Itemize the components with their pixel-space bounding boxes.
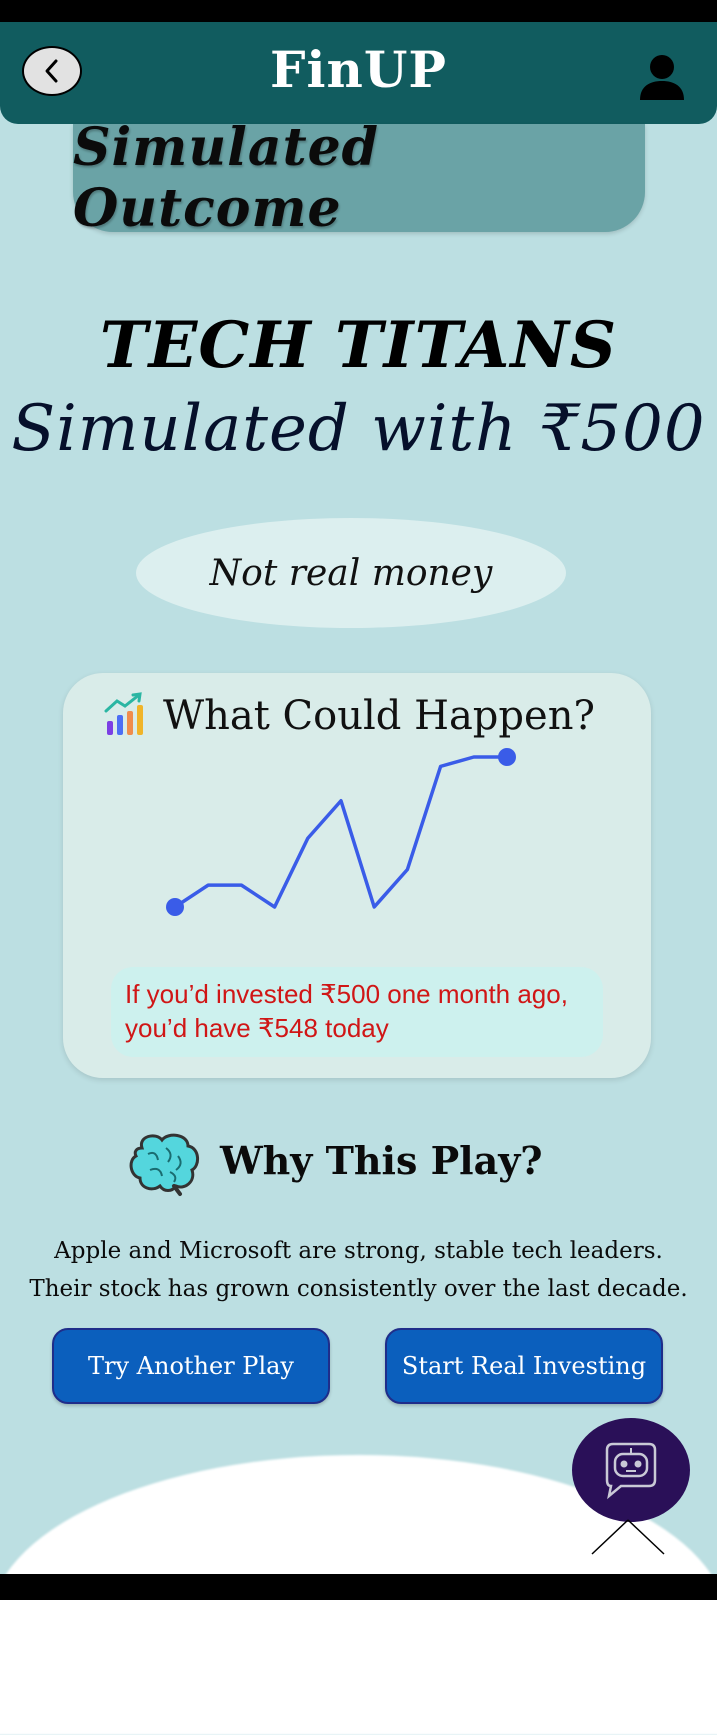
- why-text-line-1: Apple and Microsoft are strong, stable t…: [54, 1238, 663, 1264]
- why-description: Apple and Microsoft are strong, stable t…: [0, 1232, 717, 1308]
- user-icon: [640, 55, 684, 100]
- assistant-button[interactable]: [572, 1418, 690, 1522]
- bar-chart-icon: [104, 692, 143, 735]
- app-header: FinUP: [0, 22, 717, 124]
- start-real-investing-button[interactable]: Start Real Investing: [385, 1328, 663, 1404]
- try-another-play-button[interactable]: Try Another Play: [52, 1328, 330, 1404]
- back-button[interactable]: [22, 46, 82, 96]
- card-title: What Could Happen?: [163, 693, 595, 739]
- disclaimer-text: Not real money: [209, 552, 493, 594]
- play-name: TECH TITANS: [99, 308, 618, 383]
- status-bar: [0, 0, 717, 22]
- app-title: FinUP: [269, 40, 448, 99]
- navigation-bar: [0, 1574, 717, 1600]
- brain-icon: [129, 1133, 199, 1196]
- why-text-line-2: Their stock has grown consistently over …: [29, 1276, 688, 1302]
- chevron-left-icon: [45, 59, 58, 83]
- performance-line-chart: [166, 748, 516, 916]
- profile-button[interactable]: [636, 52, 688, 104]
- start-point: [166, 898, 184, 916]
- section-title-tab: Simulated Outcome: [73, 117, 645, 239]
- robot-chat-icon: [605, 1442, 657, 1500]
- assistant-pointer-lines: [591, 1519, 665, 1555]
- why-section-header: Why This Play?: [128, 1132, 628, 1202]
- result-note: If you’d invested ₹500 one month ago, yo…: [111, 967, 603, 1057]
- why-title: Why This Play?: [220, 1138, 543, 1183]
- end-point: [498, 748, 516, 766]
- simulated-amount: Simulated with ₹500: [11, 392, 706, 466]
- section-title: Simulated Outcome: [73, 117, 380, 239]
- outcome-card: What Could Happen? If you’d invested ₹50…: [63, 673, 651, 1078]
- disclaimer-badge: Not real money: [136, 518, 566, 628]
- series-line: [174, 755, 507, 909]
